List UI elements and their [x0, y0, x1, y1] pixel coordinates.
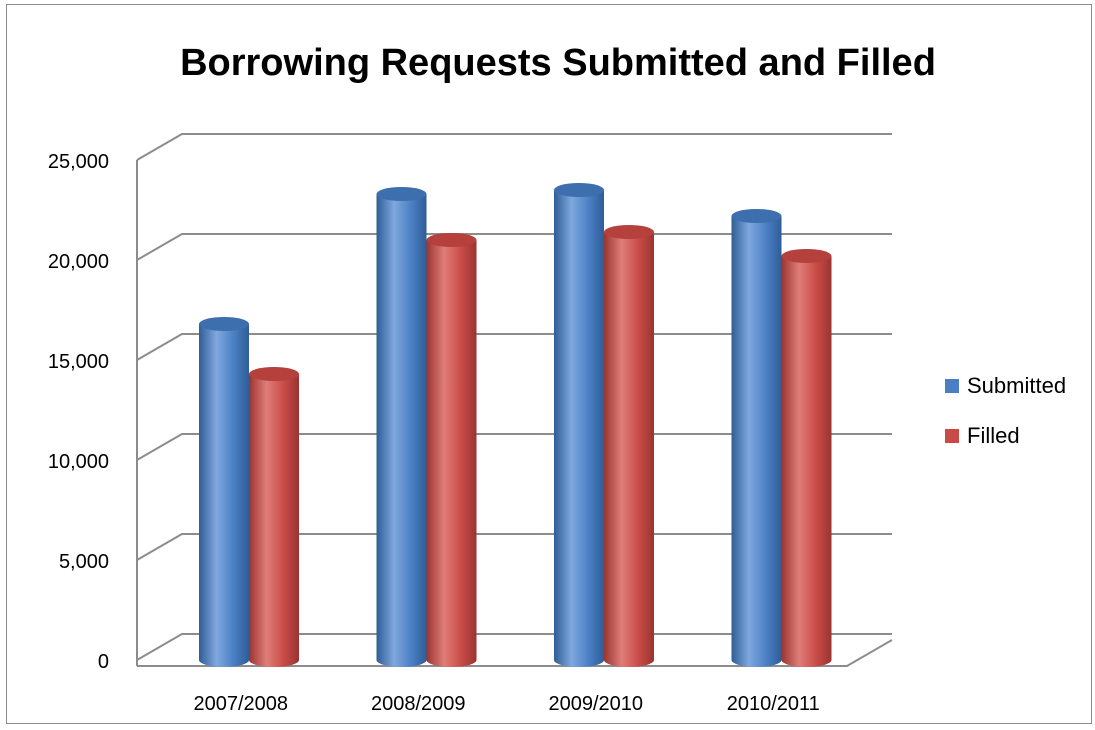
legend-swatch — [945, 429, 959, 443]
floor-edge — [137, 639, 893, 667]
legend: Submitted Filled — [945, 373, 1066, 448]
gridline — [136, 333, 892, 361]
y-tick-label: 10,000 — [48, 451, 109, 473]
chart-svg: Borrowing Requests Submitted and Filled … — [48, 42, 1066, 715]
bar-submitted-2009-2010 — [554, 183, 604, 667]
gridline — [136, 133, 892, 161]
y-tick-label: 15,000 — [48, 351, 109, 373]
chart-frame: Borrowing Requests Submitted and Filled … — [6, 4, 1092, 724]
gridline — [136, 433, 892, 461]
gridline — [136, 633, 892, 661]
y-tick-label: 20,000 — [48, 251, 109, 273]
gridline — [136, 533, 892, 561]
bar-submitted-2008-2009 — [376, 187, 427, 667]
bar-submitted-2007-2008 — [199, 317, 249, 667]
axes: 0 5,000 10,000 15,000 20,000 25,000 2007/2008 2… — [48, 151, 893, 715]
bar-filled-2008-2009 — [426, 233, 477, 668]
legend-label: Submitted — [967, 373, 1066, 398]
y-tick-label: 0 — [98, 651, 109, 673]
gridlines — [136, 133, 892, 661]
x-tick-label: 2009/2010 — [548, 693, 643, 715]
y-tick-label: 25,000 — [48, 151, 109, 173]
bar-filled-2009-2010 — [604, 225, 654, 667]
x-tick-label: 2007/2008 — [193, 693, 288, 715]
x-tick-label: 2008/2009 — [371, 693, 466, 715]
legend-swatch — [945, 379, 959, 393]
legend-label: Filled — [967, 423, 1020, 448]
y-tick-label: 5,000 — [59, 551, 109, 573]
bar-submitted-2010-2011 — [731, 209, 782, 668]
bar-filled-2010-2011 — [781, 249, 832, 668]
gridline — [136, 233, 892, 261]
bar-filled-2007-2008 — [249, 367, 299, 667]
bars — [199, 183, 832, 668]
x-tick-label: 2010/2011 — [727, 693, 820, 715]
chart-title: Borrowing Requests Submitted and Filled — [180, 42, 936, 84]
